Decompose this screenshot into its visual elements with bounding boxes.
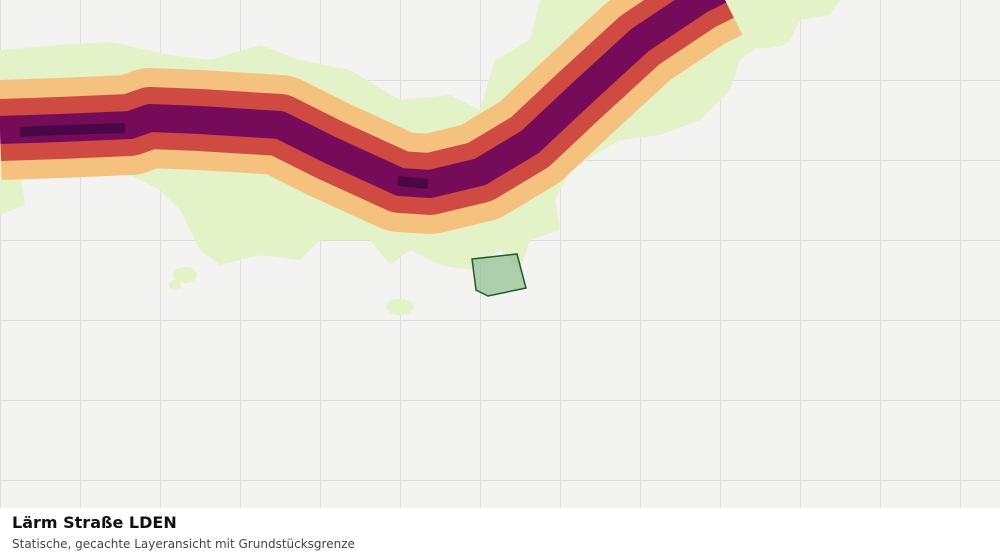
map-subtitle: Statische, gecachte Layeransicht mit Gru… [12,537,355,551]
map-title: Lärm Straße LDEN [12,513,177,532]
noise-zone-shape [169,280,181,290]
parcel-boundary [471,253,527,297]
road-noise-bands [0,0,750,234]
noise-zone-shape [740,28,790,48]
noise-zone-shape [173,267,197,283]
noise-zone-extreme [397,176,429,189]
map-view [0,0,1000,508]
noise-zone-extreme [19,123,126,137]
noise-zone-shape [386,299,414,315]
